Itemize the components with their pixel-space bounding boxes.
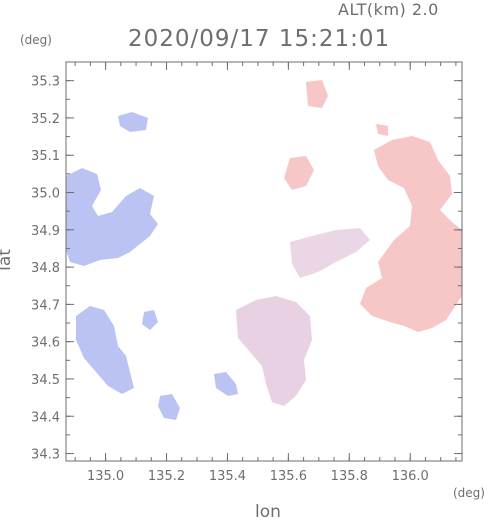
y-ticks: 35.3 35.2 35.1 35.0 34.9 34.8 34.7 34.6 34.5 34.4…: [31, 61, 462, 463]
x-ticks: 135.0 135.2 135.4 135.6 135.8 136.0: [74, 62, 457, 484]
timestamp-title: 2020/09/17 15:21:01: [128, 26, 391, 52]
y-tick-label: 34.8: [31, 261, 60, 276]
x-tick-label: 135.4: [209, 469, 246, 484]
echo-blue-west: [66, 168, 158, 266]
y-tick-label: 34.7: [31, 298, 60, 313]
y-tick-label: 35.2: [31, 112, 60, 127]
y-tick-label: 34.9: [31, 224, 60, 239]
y-tick-label: 34.5: [31, 373, 60, 388]
x-tick-label: 136.0: [392, 469, 429, 484]
echo-mixed-central: [236, 296, 312, 406]
x-unit-label: (deg): [453, 486, 485, 500]
echo-blue-small-4: [118, 112, 148, 132]
y-tick-label: 35.0: [31, 187, 60, 202]
x-tick-label: 135.0: [87, 469, 124, 484]
echo-red-north-2: [306, 80, 328, 108]
echo-red-north-3: [376, 124, 388, 136]
x-tick-label: 135.6: [270, 469, 307, 484]
y-unit-label: (deg): [20, 33, 52, 47]
x-tick-label: 135.8: [331, 469, 368, 484]
plot-frame: [65, 61, 463, 462]
y-tick-label: 34.3: [31, 448, 60, 463]
echo-red-north-1: [284, 156, 314, 190]
x-tick-label: 135.2: [148, 469, 185, 484]
y-tick-label: 35.3: [31, 75, 60, 90]
y-tick-label: 34.4: [31, 410, 60, 425]
altitude-label: ALT(km) 2.0: [338, 0, 439, 19]
y-tick-label: 35.1: [31, 149, 60, 164]
echo-blue-small-2: [214, 372, 238, 396]
plot-border: [65, 61, 463, 462]
echo-mixed-band: [290, 228, 370, 278]
echo-blue-small-1: [142, 310, 158, 330]
echo-red-east: [360, 136, 462, 332]
x-axis-label: lon: [255, 502, 281, 522]
y-tick-label: 34.6: [31, 336, 60, 351]
echo-blue-small-3: [158, 394, 180, 420]
echo-layer: [66, 80, 462, 420]
echo-blue-sw: [76, 306, 134, 394]
